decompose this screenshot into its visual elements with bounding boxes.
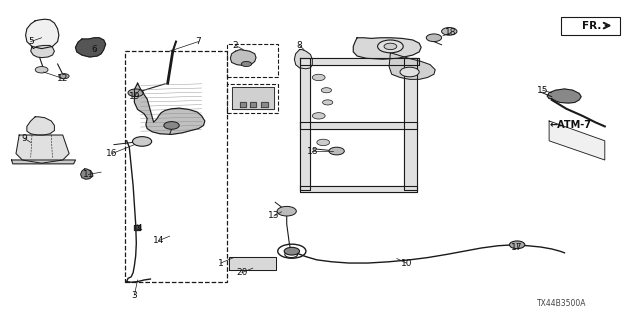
Text: 18: 18	[307, 147, 318, 156]
Polygon shape	[16, 135, 69, 163]
Text: 1: 1	[218, 259, 223, 268]
Circle shape	[284, 247, 300, 255]
Text: 8: 8	[297, 41, 302, 50]
Polygon shape	[134, 83, 205, 134]
Polygon shape	[12, 160, 76, 164]
Polygon shape	[300, 58, 310, 190]
Polygon shape	[31, 45, 54, 58]
Circle shape	[426, 34, 442, 42]
Polygon shape	[27, 117, 54, 135]
Text: 15: 15	[537, 86, 548, 95]
Circle shape	[59, 74, 69, 79]
Circle shape	[128, 89, 143, 97]
Circle shape	[277, 206, 296, 216]
Polygon shape	[134, 225, 140, 230]
Circle shape	[35, 67, 48, 73]
Circle shape	[317, 139, 330, 146]
Circle shape	[312, 113, 325, 119]
Polygon shape	[300, 186, 417, 192]
Bar	[561, 17, 620, 35]
Text: 4: 4	[137, 224, 142, 233]
Polygon shape	[547, 89, 581, 103]
Polygon shape	[353, 38, 421, 59]
Text: 7: 7	[196, 37, 201, 46]
Circle shape	[321, 88, 332, 93]
Text: TX44B3500A: TX44B3500A	[537, 299, 587, 308]
Text: 2: 2	[233, 41, 238, 50]
Circle shape	[509, 241, 525, 249]
Polygon shape	[230, 50, 256, 66]
Text: 20: 20	[236, 268, 248, 277]
Text: 12: 12	[57, 74, 68, 83]
Circle shape	[329, 147, 344, 155]
Polygon shape	[294, 50, 312, 69]
Polygon shape	[232, 87, 274, 109]
Circle shape	[164, 122, 179, 129]
Circle shape	[241, 61, 252, 67]
Circle shape	[400, 67, 419, 77]
Bar	[125, 51, 227, 282]
Text: FR.: FR.	[582, 20, 602, 31]
Circle shape	[323, 100, 333, 105]
Circle shape	[312, 74, 325, 81]
Text: 6: 6	[92, 45, 97, 54]
Polygon shape	[261, 102, 268, 107]
Text: 13: 13	[268, 212, 280, 220]
Polygon shape	[81, 169, 93, 179]
Polygon shape	[300, 58, 419, 65]
Circle shape	[132, 137, 152, 146]
Bar	[227, 84, 278, 113]
Bar	[227, 44, 278, 77]
Polygon shape	[389, 53, 435, 79]
Circle shape	[378, 40, 403, 53]
Text: 11: 11	[83, 170, 94, 179]
Circle shape	[442, 28, 457, 35]
Circle shape	[384, 43, 397, 50]
Text: 17: 17	[511, 243, 523, 252]
Text: 9: 9	[22, 134, 27, 143]
Polygon shape	[240, 102, 246, 107]
Polygon shape	[549, 121, 605, 160]
Text: 10: 10	[401, 259, 412, 268]
Text: 14: 14	[153, 236, 164, 245]
Polygon shape	[300, 122, 417, 129]
Polygon shape	[404, 58, 417, 190]
Text: 19: 19	[129, 92, 140, 100]
Text: 3: 3	[132, 291, 137, 300]
Text: 18: 18	[445, 28, 457, 37]
Polygon shape	[250, 102, 256, 107]
Text: 16: 16	[106, 149, 118, 158]
Polygon shape	[229, 257, 276, 270]
Polygon shape	[76, 38, 106, 57]
Text: ←ATM-7: ←ATM-7	[549, 120, 591, 131]
Polygon shape	[26, 19, 59, 49]
Text: 5: 5	[28, 37, 33, 46]
